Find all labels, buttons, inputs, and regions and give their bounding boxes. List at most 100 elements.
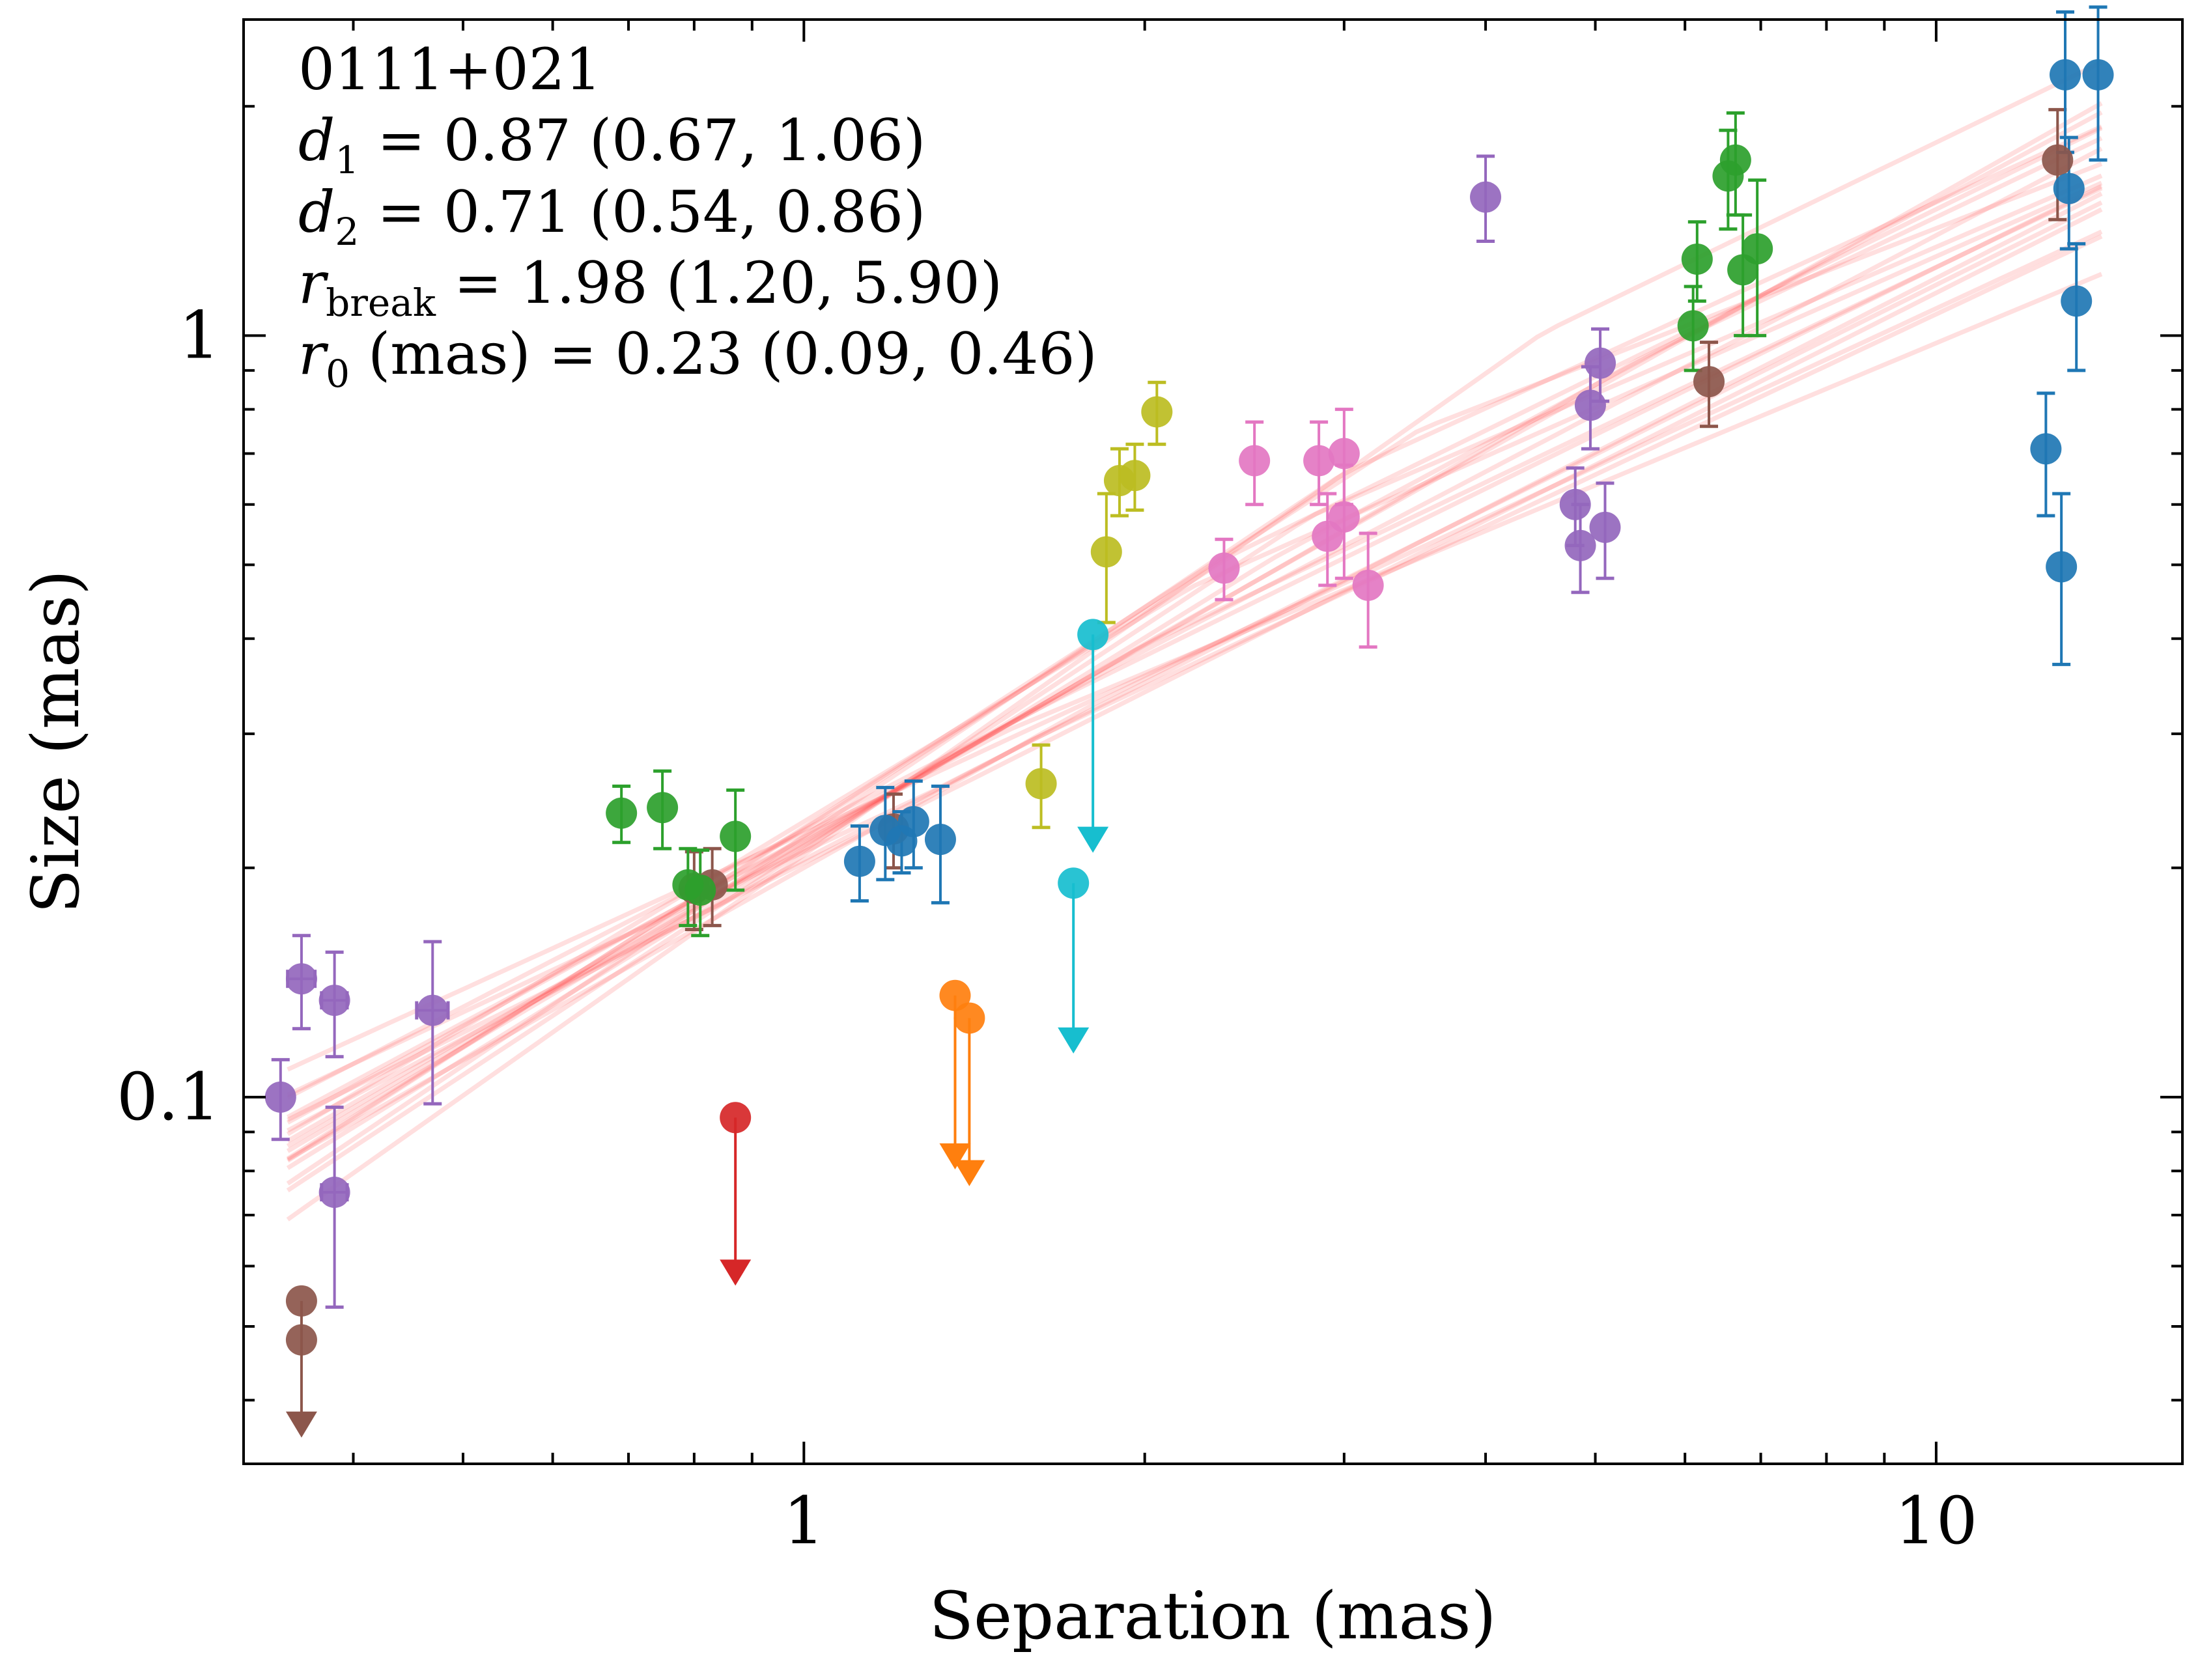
data-point bbox=[1693, 366, 1725, 398]
model-curve bbox=[287, 184, 2103, 1100]
d1-subscript: 1 bbox=[335, 138, 359, 182]
data-point bbox=[1303, 445, 1335, 477]
data-point bbox=[1470, 181, 1502, 213]
data-point bbox=[2061, 285, 2093, 317]
model-curve bbox=[286, 173, 2103, 1193]
data-point bbox=[2046, 551, 2078, 583]
model-curve bbox=[286, 135, 2103, 1143]
data-point bbox=[939, 979, 971, 1011]
axis-ticks bbox=[244, 20, 2182, 1464]
rbreak-symbol: r bbox=[298, 249, 329, 316]
data-point bbox=[1058, 867, 1090, 899]
data-point bbox=[1352, 569, 1384, 601]
model-curve bbox=[286, 180, 2103, 1136]
data-point bbox=[417, 994, 449, 1026]
tick-labels: 1 10 0.1 1 bbox=[117, 297, 1978, 1559]
model-curve bbox=[286, 161, 2103, 1163]
model-curve bbox=[287, 272, 2103, 1119]
d1-symbol: d bbox=[298, 107, 335, 174]
d2-annotation: d2 = 0.71 (0.54, 0.86) bbox=[298, 178, 925, 254]
rbreak-annotation: rbreak = 1.98 (1.20, 5.90) bbox=[298, 249, 1002, 325]
model-curve bbox=[287, 207, 2103, 1122]
data-point bbox=[897, 805, 929, 837]
upper-limit-arrow bbox=[939, 1143, 971, 1169]
data-point bbox=[1025, 768, 1057, 800]
data-point bbox=[285, 1285, 317, 1317]
fit-annotation: 0111+021 d1 = 0.87 (0.67, 1.06) d2 = 0.7… bbox=[298, 36, 1097, 396]
model-curves bbox=[286, 60, 2103, 1222]
data-point bbox=[2042, 144, 2074, 176]
data-point bbox=[1589, 511, 1621, 543]
x-tick-label: 10 bbox=[1895, 1483, 1977, 1559]
data-point bbox=[647, 792, 679, 824]
data-point bbox=[1328, 501, 1360, 533]
model-curve bbox=[286, 101, 2103, 1153]
data-point bbox=[1564, 529, 1596, 561]
data-point bbox=[2049, 59, 2081, 91]
d2-symbol: d bbox=[298, 178, 335, 245]
x-tick-label: 1 bbox=[783, 1483, 825, 1559]
upper-limit-arrow bbox=[1058, 1027, 1090, 1054]
data-point bbox=[1208, 552, 1240, 584]
y-tick-label: 0.1 bbox=[117, 1059, 220, 1135]
data-point bbox=[1119, 460, 1151, 492]
data-point bbox=[606, 797, 638, 829]
d1-value: = 0.87 (0.67, 1.06) bbox=[359, 107, 925, 174]
model-curve bbox=[286, 186, 2103, 1149]
model-curve bbox=[287, 191, 2103, 1097]
upper-limit-arrow bbox=[285, 1411, 317, 1438]
data-point bbox=[1328, 438, 1360, 469]
data-point bbox=[1677, 310, 1709, 342]
data-point bbox=[1077, 619, 1109, 651]
data-point bbox=[2053, 173, 2085, 204]
data-point bbox=[684, 874, 716, 906]
rbreak-subscript: break bbox=[326, 281, 436, 325]
data-point bbox=[1239, 445, 1271, 477]
d1-annotation: d1 = 0.87 (0.67, 1.06) bbox=[298, 107, 925, 182]
source-name: 0111+021 bbox=[298, 36, 602, 103]
data-point bbox=[1742, 233, 1773, 265]
data-point bbox=[285, 963, 317, 995]
model-curve bbox=[287, 147, 2103, 1125]
data-points bbox=[264, 59, 2114, 1356]
model-curve bbox=[287, 234, 2103, 1133]
upper-limit-arrow bbox=[720, 1259, 752, 1286]
plot-frame bbox=[242, 18, 2184, 1465]
data-point bbox=[843, 845, 875, 877]
d2-subscript: 2 bbox=[335, 210, 359, 254]
data-point bbox=[953, 1002, 985, 1034]
r0-symbol: r bbox=[298, 320, 329, 387]
data-point bbox=[2082, 59, 2114, 91]
data-point bbox=[264, 1081, 296, 1113]
data-point bbox=[720, 1102, 752, 1134]
model-curve bbox=[287, 229, 2103, 1072]
data-point bbox=[1574, 389, 1606, 421]
data-point bbox=[1141, 396, 1173, 428]
model-curve bbox=[286, 60, 2103, 1222]
data-point bbox=[924, 824, 956, 856]
data-point bbox=[285, 1324, 317, 1356]
model-curve bbox=[286, 124, 2103, 1186]
data-point bbox=[318, 1177, 350, 1209]
r0-annotation: r0 (mas) = 0.23 (0.09, 0.46) bbox=[298, 320, 1097, 396]
data-point bbox=[318, 985, 350, 1016]
upper-limit-arrow bbox=[953, 1160, 985, 1186]
y-tick-label: 1 bbox=[178, 297, 220, 373]
data-point bbox=[1585, 347, 1616, 379]
data-point bbox=[720, 820, 752, 852]
data-point bbox=[1559, 488, 1591, 520]
y-axis-label: Size (mas) bbox=[18, 570, 94, 914]
rbreak-value: = 1.98 (1.20, 5.90) bbox=[436, 249, 1002, 316]
data-point bbox=[1681, 243, 1713, 275]
model-curve bbox=[286, 200, 2103, 1162]
d2-value: = 0.71 (0.54, 0.86) bbox=[359, 178, 925, 245]
data-point bbox=[1719, 144, 1751, 176]
upper-limit-arrow bbox=[1077, 826, 1109, 853]
model-curve bbox=[286, 110, 2103, 1170]
model-curve bbox=[286, 126, 2103, 1161]
r0-subscript: 0 bbox=[326, 352, 350, 396]
r0-value: (mas) = 0.23 (0.09, 0.46) bbox=[350, 320, 1097, 387]
x-axis-label: Separation (mas) bbox=[929, 1578, 1496, 1654]
